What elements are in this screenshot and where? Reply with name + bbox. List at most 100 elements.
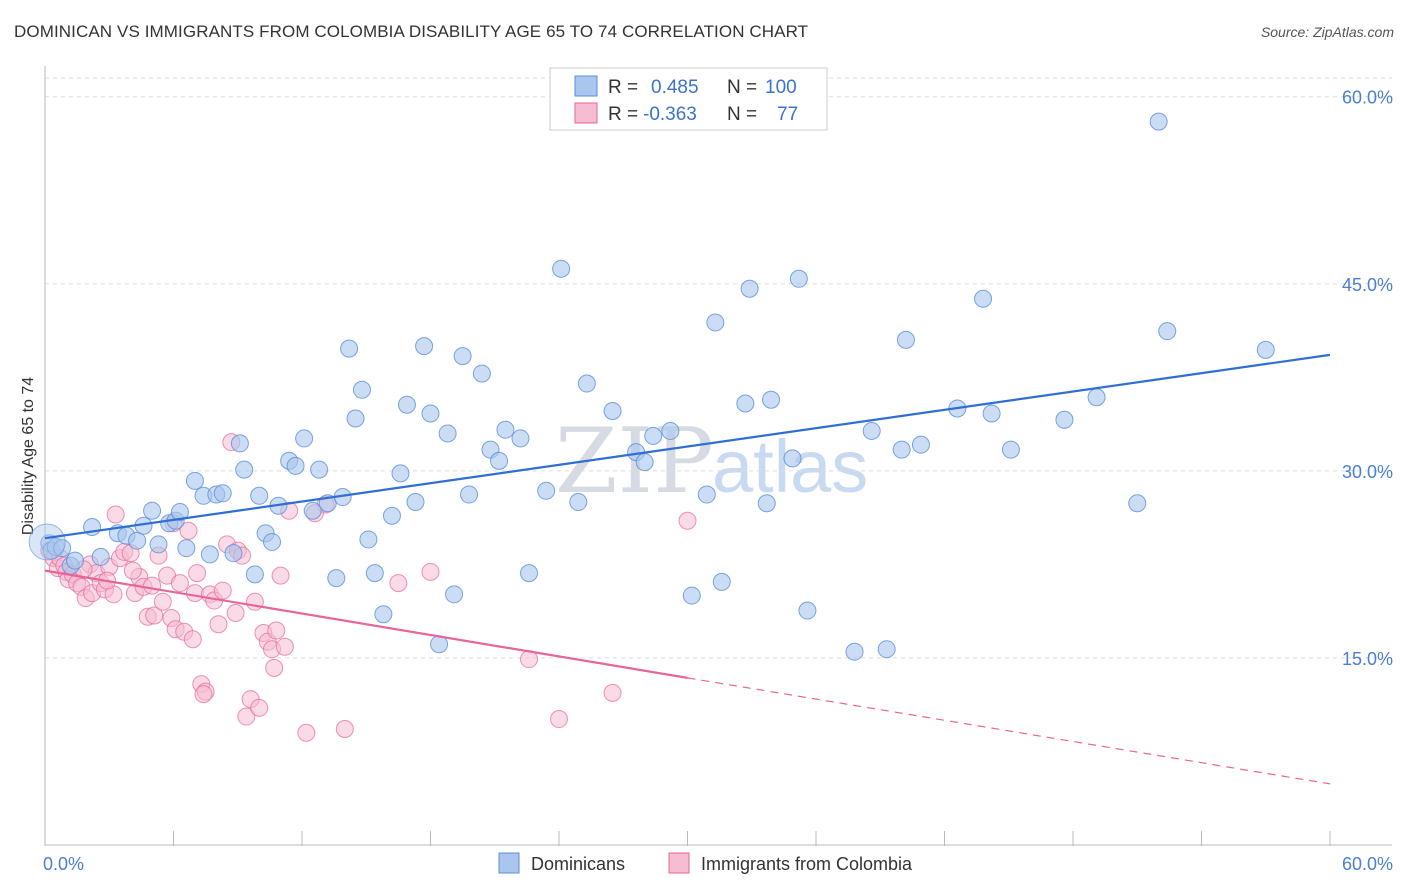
dominican-point (295, 429, 314, 448)
dominican-point (415, 337, 434, 356)
dominican-point (445, 585, 464, 604)
tick-labels: 15.0% 30.0% 45.0% 60.0% 0.0% 60.0% (43, 88, 1393, 874)
dominican-point (1128, 494, 1147, 513)
colombia-point (213, 581, 232, 600)
dominican-point (177, 539, 196, 558)
bottom-legend-dominicans: Dominicans (531, 854, 625, 874)
dominican-point (982, 404, 1001, 423)
dominican-cluster (28, 523, 66, 561)
bottom-legend-swatch-blue (498, 852, 520, 874)
dominican-point (661, 421, 680, 440)
colombia-point (179, 521, 198, 540)
dominican-point (569, 493, 588, 512)
y-tick-label: 15.0% (1342, 649, 1393, 669)
dominican-point (263, 532, 282, 551)
dominican-point (453, 347, 472, 366)
colombia-point (194, 685, 213, 704)
dominican-point (496, 420, 515, 439)
dominican-point (712, 572, 731, 591)
dominican-point (303, 501, 322, 520)
colombia-point (275, 637, 294, 656)
dominican-point (1256, 340, 1275, 359)
dominican-point (911, 435, 930, 454)
dominican-point (374, 605, 393, 624)
dominican-point (1158, 322, 1177, 341)
dominican-point (286, 456, 305, 475)
colombia-point (188, 564, 207, 583)
dominican-point (603, 401, 622, 420)
dominican-point (245, 565, 264, 584)
legend-r-label-1: R = (608, 77, 638, 98)
dominican-point (697, 485, 716, 504)
dominican-point (537, 481, 556, 500)
dominican-point (200, 545, 219, 564)
dominican-point (170, 503, 189, 522)
legend-r-label-2: R = (608, 104, 638, 125)
dominican-point (391, 464, 410, 483)
colombia-point (123, 561, 142, 580)
dominican-point (91, 547, 110, 566)
axes (44, 66, 1392, 846)
colombia-point (226, 604, 245, 623)
colombia-point (603, 683, 622, 702)
dominican-point (224, 544, 243, 563)
colombia-point (250, 698, 269, 717)
dominican-point (143, 501, 162, 520)
dominican-point (472, 364, 491, 383)
dominican-points (28, 112, 1275, 661)
legend-swatch-blue (574, 75, 598, 97)
dominican-trend-line (44, 353, 1331, 540)
dominican-point (740, 279, 759, 298)
legend-r-value-1: 0.485 (651, 77, 699, 98)
dominican-point (438, 424, 457, 443)
dominican-point (762, 390, 781, 409)
colombia-point (267, 621, 286, 640)
colombia-point (297, 723, 316, 742)
colombia-point (265, 658, 284, 677)
dominican-point (520, 564, 539, 583)
dominican-point (397, 395, 416, 414)
dominican-point (682, 586, 701, 605)
dominican-point (185, 471, 204, 490)
dominican-point (635, 453, 654, 472)
colombia-point (185, 584, 204, 603)
dominican-point (511, 429, 530, 448)
dominican-point (128, 531, 147, 550)
dominican-point (862, 421, 881, 440)
dominican-point (644, 426, 663, 445)
dominican-point (1149, 112, 1168, 131)
legend-box: R = 0.485 N = 100 R = -0.363 N = 77 (549, 67, 828, 131)
colombia-point (153, 592, 172, 611)
bottom-legend-swatch-pink (668, 852, 690, 874)
legend-n-label-2: N = (727, 104, 757, 125)
y-axis-label: Disability Age 65 to 74 (20, 377, 37, 535)
x-tick-label-max: 60.0% (1342, 854, 1393, 874)
dominican-point (490, 451, 509, 470)
chart-title: DOMINICAN VS IMMIGRANTS FROM COLOMBIA DI… (14, 22, 809, 41)
dominican-point (798, 601, 817, 620)
colombia-point (335, 720, 354, 739)
dominican-point (365, 564, 384, 583)
y-tick-label: 45.0% (1342, 275, 1393, 295)
dominican-point (706, 313, 725, 332)
dominican-point (250, 486, 269, 505)
dominican-point (310, 460, 329, 479)
colombia-trend-extension (687, 677, 1331, 785)
dominican-point (406, 493, 425, 512)
dominican-point (382, 506, 401, 525)
colombia-point (183, 630, 202, 649)
dominican-point (789, 269, 808, 288)
bottom-legend-colombia: Immigrants from Colombia (701, 854, 913, 874)
dominican-point (53, 539, 72, 558)
y-tick-label: 30.0% (1342, 462, 1393, 482)
dominican-point (892, 440, 911, 459)
legend-n-value-2: 77 (777, 104, 798, 125)
y-tick-label: 60.0% (1342, 88, 1393, 108)
dominican-point (421, 404, 440, 423)
dominican-point (235, 460, 254, 479)
dominican-point (352, 380, 371, 399)
legend-n-label-1: N = (727, 77, 757, 98)
dominican-point (340, 339, 359, 358)
dominican-point (1087, 388, 1106, 407)
